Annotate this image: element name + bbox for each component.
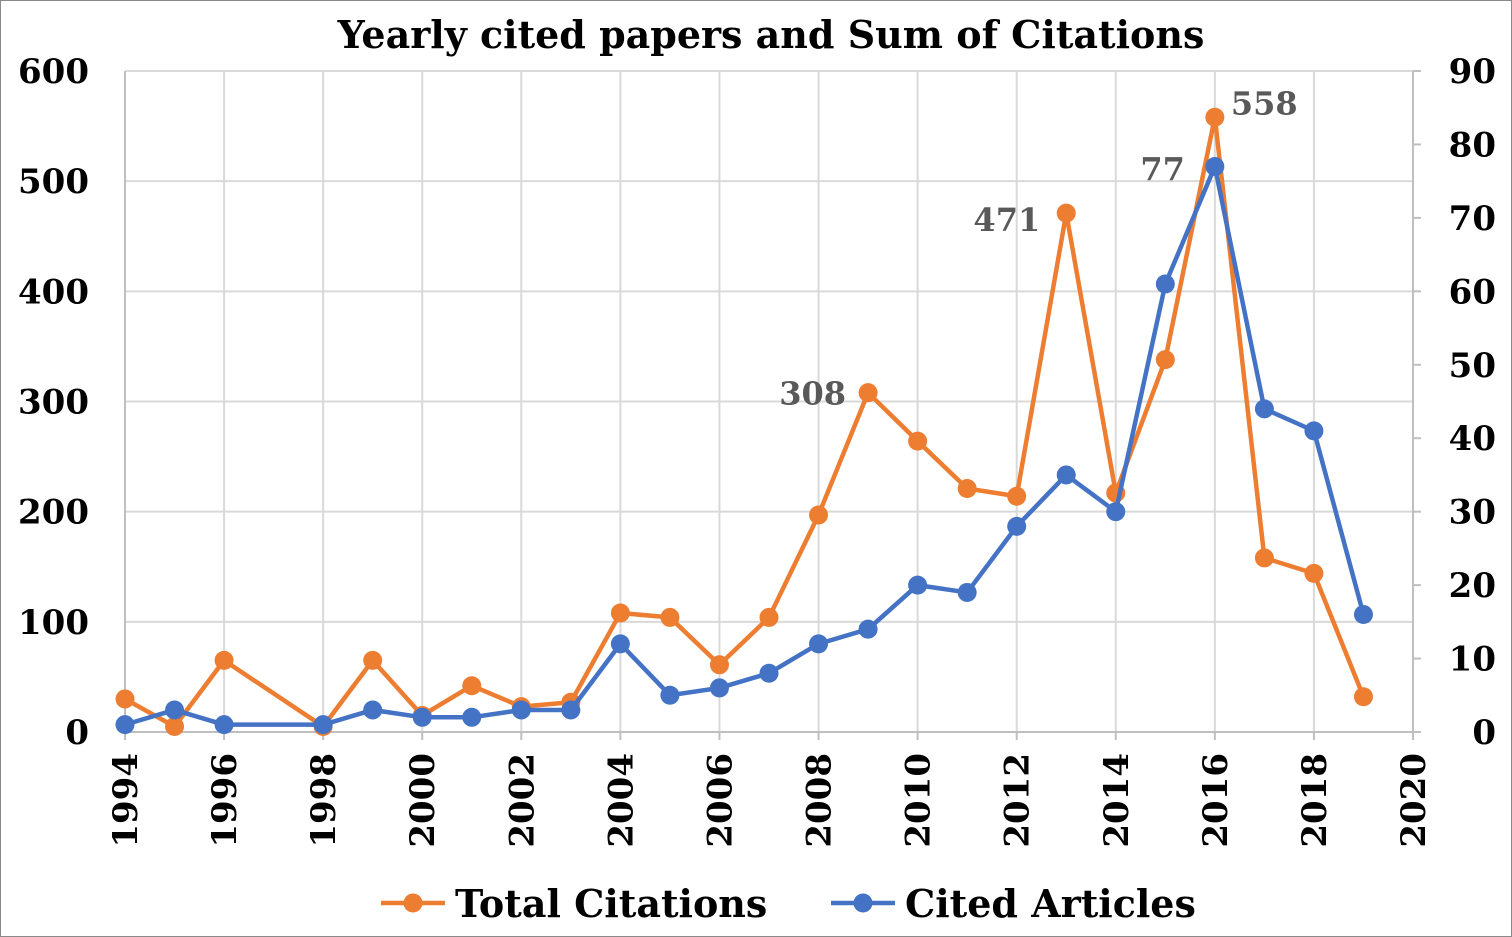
left-axis-tick-label: 600 [18,52,89,92]
total-citations-point [363,650,383,670]
x-axis-tick-label: 1994 [106,753,146,848]
x-axis-tick-label: 2020 [1394,753,1434,848]
cited-articles-point [313,715,333,735]
total-citations-point [1353,687,1373,707]
legend-label-cited-articles: Cited Articles [905,881,1196,926]
data-label: 308 [779,375,846,413]
cited-articles-point [363,700,383,720]
cited-articles-point [412,707,432,727]
total-citations-point [660,607,680,627]
x-axis-tick-label: 2016 [1196,753,1236,848]
x-axis-tick-label: 2006 [700,753,740,848]
right-axis-tick-label: 80 [1449,125,1496,165]
left-axis-tick-label: 500 [18,162,89,202]
legend-swatch-marker-total-citations [403,893,423,913]
x-axis-tick-label: 2008 [800,753,840,848]
cited-articles-point [1007,516,1027,536]
chart-title: Yearly cited papers and Sum of Citations [337,12,1205,57]
x-axis-tick-label: 2014 [1097,753,1137,848]
axes [124,70,1421,740]
x-axis-tick-label: 2004 [601,753,641,848]
x-axis-tick-label: 2010 [899,753,939,848]
total-citations-point [908,431,928,451]
cited-articles-point [561,700,581,720]
cited-articles-point [214,715,234,735]
x-axis-tick-label: 2012 [998,753,1038,848]
left-axis-tick-label: 300 [18,383,89,423]
left-axis-ticks: 0 100 200 300 400 500 600 [18,52,89,753]
data-annotations: 308 471 558 77 [779,84,1297,412]
x-axis-tick-label: 2018 [1295,753,1335,848]
x-axis-tick-label: 2002 [502,753,542,848]
cited-articles-point [1304,421,1324,441]
total-citations-point [1056,203,1076,223]
cited-articles-point [610,634,630,654]
data-label: 471 [973,201,1040,239]
cited-articles-point [115,715,135,735]
cited-articles-point [908,575,928,595]
series-layer [115,107,1373,736]
cited-articles-point [809,634,829,654]
total-citations-line [123,115,1366,729]
left-axis-tick-label: 400 [18,272,89,312]
left-axis-tick-label: 100 [18,603,89,643]
data-label: 558 [1231,84,1298,122]
total-citations-point [709,655,729,675]
cited-articles-point [1056,465,1076,485]
data-label: 77 [1140,150,1185,188]
total-citations-point [957,479,977,499]
gridlines [125,70,1414,732]
cited-articles-point [165,700,185,720]
cited-articles-point [858,619,878,639]
total-citations-point [809,505,829,525]
cited-articles-point [957,582,977,602]
right-axis-tick-label: 40 [1449,419,1496,459]
right-axis-tick-label: 10 [1449,640,1496,680]
left-axis-tick-label: 200 [18,493,89,533]
cited-articles-point [759,663,779,683]
left-axis-tick-label: 0 [65,713,89,753]
total-citations-point [1254,548,1274,568]
x-axis-tick-label: 2000 [403,753,443,848]
right-axis-tick-label: 0 [1472,713,1496,753]
total-citations-point [214,650,234,670]
cited-articles-point [709,678,729,698]
cited-articles-point [1205,156,1225,176]
total-citations-point [1155,350,1175,370]
total-citations-point [1304,563,1324,583]
right-axis-tick-label: 60 [1449,272,1496,312]
x-axis-tick-label: 1996 [205,753,245,848]
total-citations-point [165,716,185,736]
right-axis-tick-label: 90 [1449,52,1496,92]
total-citations-point [1007,486,1027,506]
right-axis-tick-label: 50 [1449,346,1496,386]
right-axis-tick-label: 30 [1449,493,1496,533]
x-axis-ticks: 1994 1996 1998 2000 2002 2004 2006 2008 2010 2012… [106,753,1434,848]
cited-articles-point [660,685,680,705]
cited-articles-point [462,707,482,727]
right-axis-tick-label: 20 [1449,566,1496,606]
cited-articles-point [1254,399,1274,419]
cited-articles-point [511,700,531,720]
legend-label-total-citations: Total Citations [455,881,767,926]
total-citations-point [759,607,779,627]
right-axis-tick-label: 70 [1449,199,1496,239]
cited-articles-point [1106,502,1126,522]
total-citations-point [462,676,482,696]
x-axis-tick-label: 1998 [304,753,344,848]
total-citations-point [1205,107,1225,127]
legend-swatch-marker-cited-articles [853,893,873,913]
total-citations-point [858,383,878,403]
total-citations-point [610,603,630,623]
total-citations-point [115,689,135,709]
cited-articles-point [1353,604,1373,624]
cited-articles-point [1155,274,1175,294]
right-axis-ticks: 0 10 20 30 40 50 60 70 80 90 [1449,52,1496,753]
legend: Total Citations Cited Articles [381,881,1196,926]
